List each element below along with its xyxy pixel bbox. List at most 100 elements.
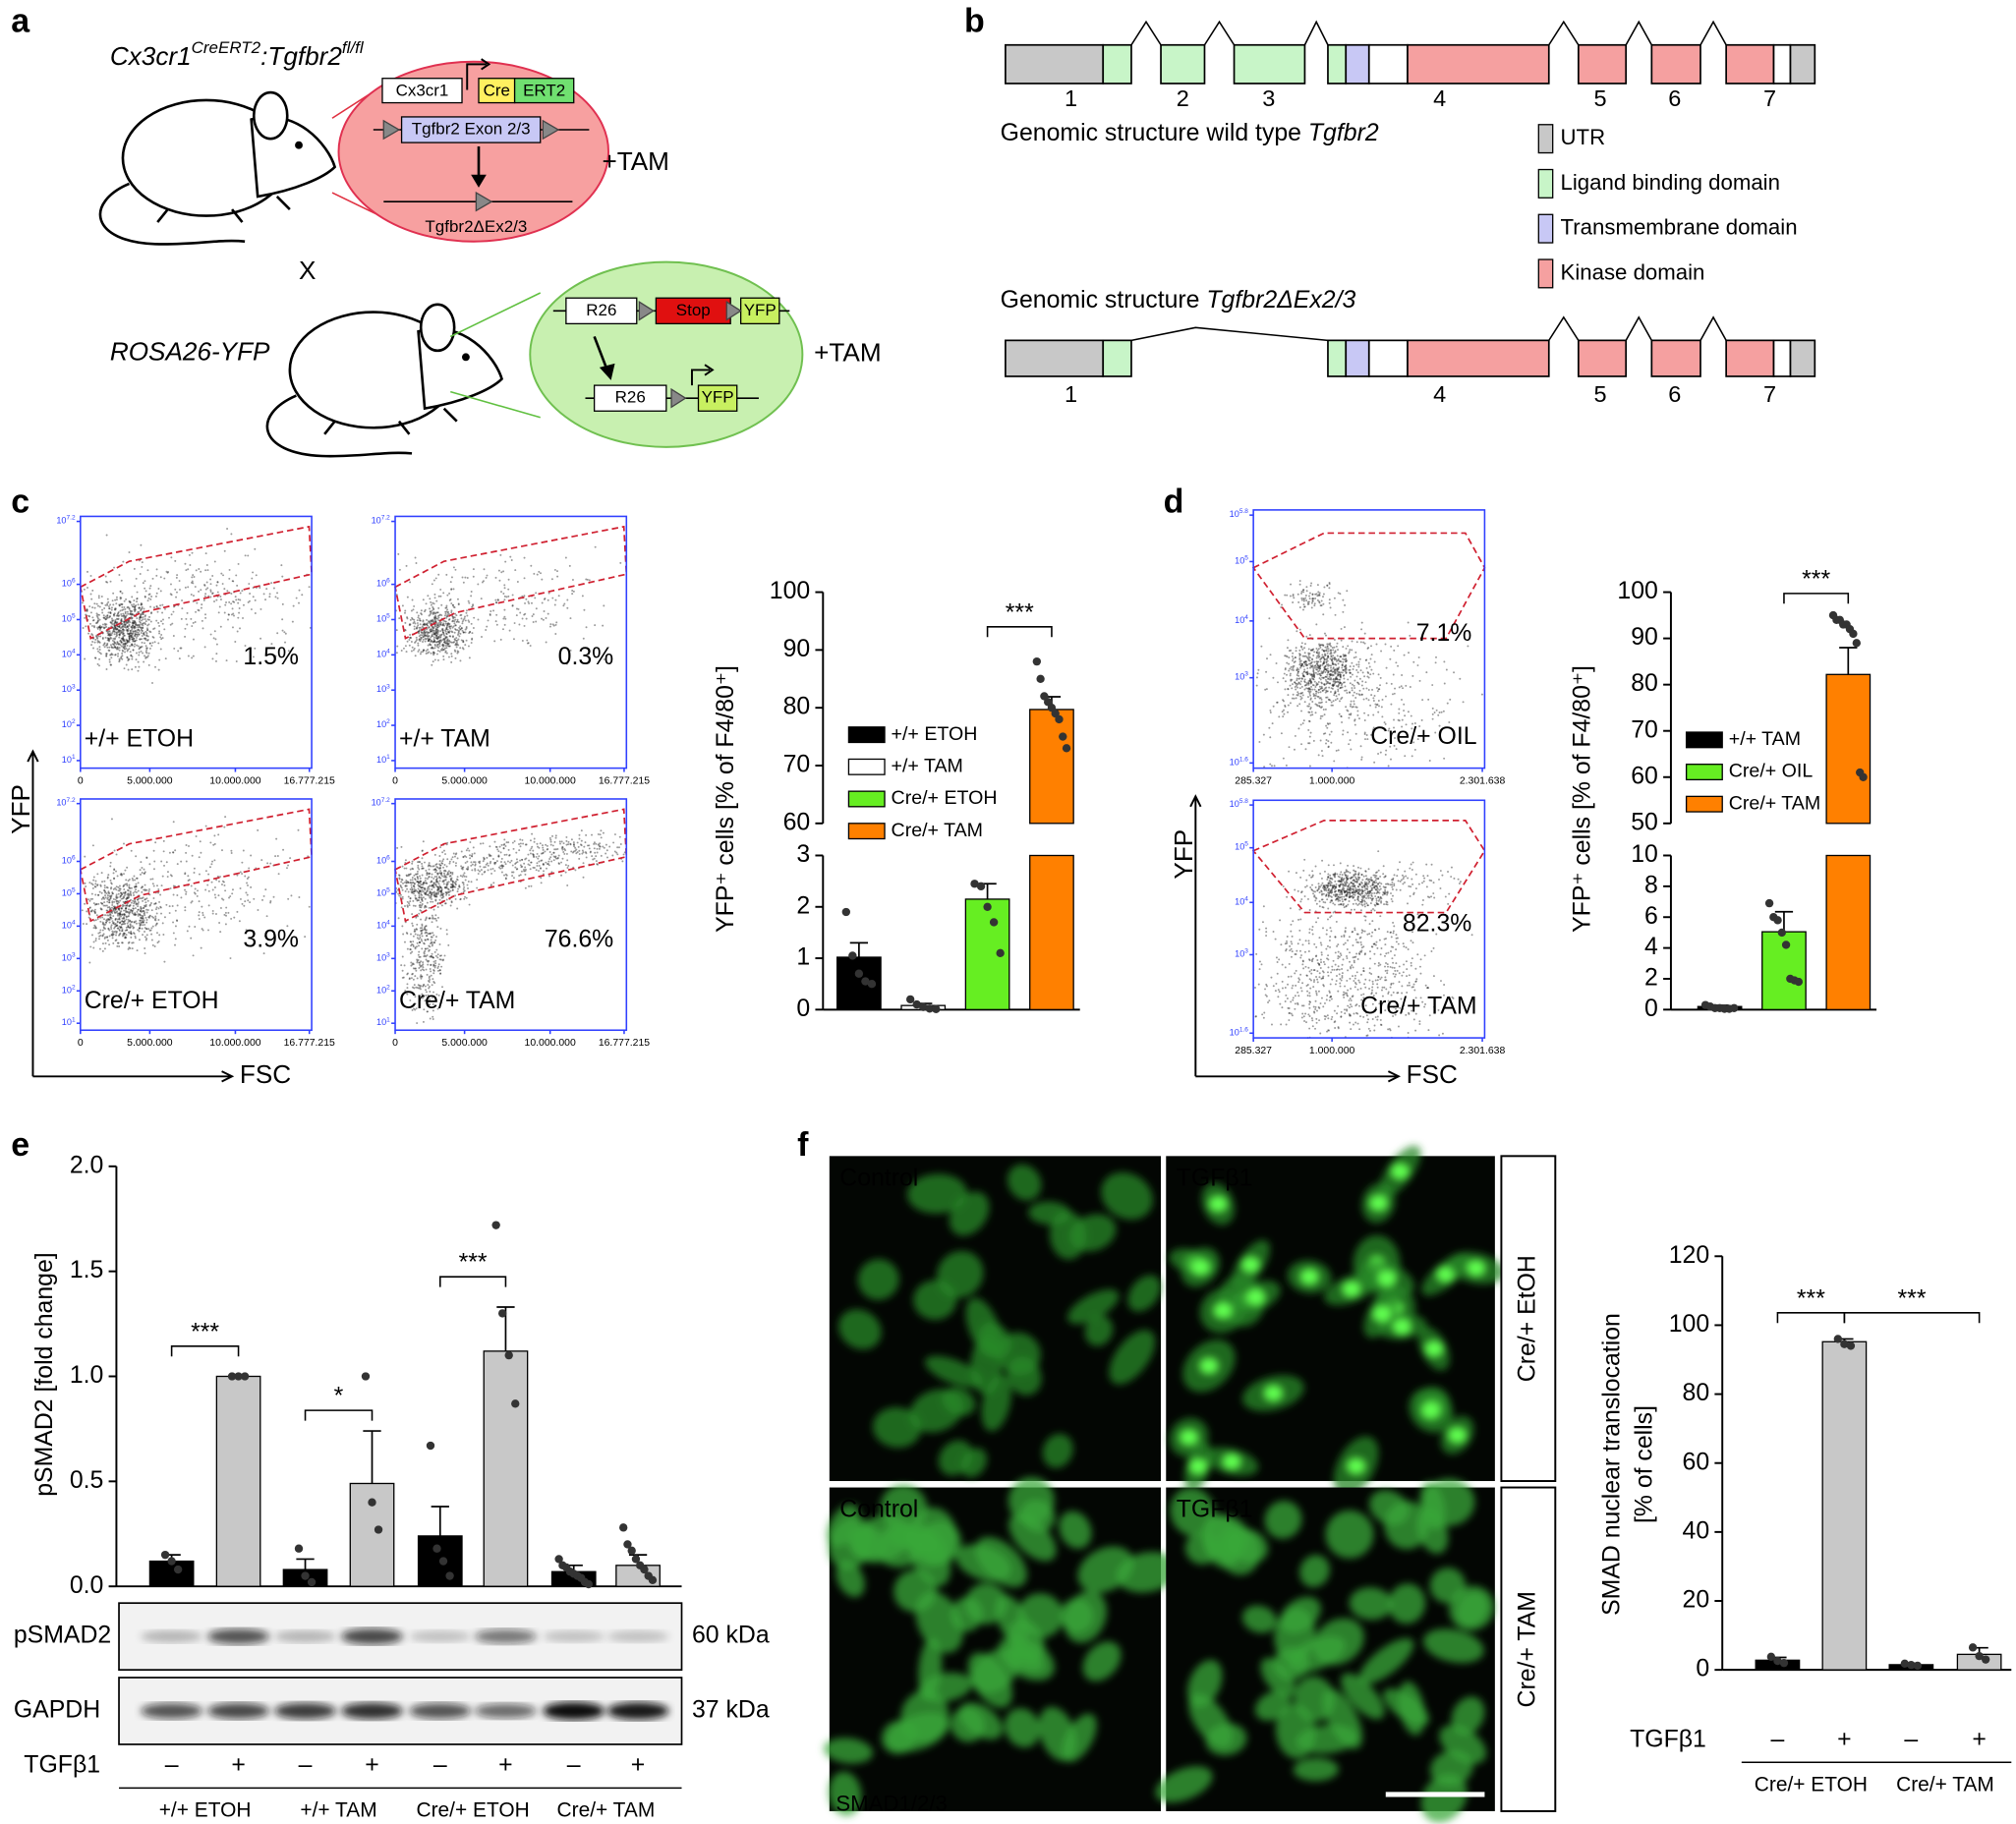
event-dot: [211, 888, 214, 891]
event-dot: [432, 638, 435, 641]
event-dot: [411, 616, 414, 619]
event-dot: [557, 595, 560, 598]
event-dot: [168, 851, 171, 854]
event-dot: [1340, 660, 1343, 663]
event-dot: [429, 644, 432, 647]
event-dot: [404, 621, 407, 624]
event-dot: [120, 656, 123, 659]
event-dot: [1310, 661, 1313, 664]
event-dot: [179, 647, 182, 650]
event-dot: [124, 907, 127, 910]
event-dot: [297, 828, 300, 831]
event-dot: [99, 627, 102, 629]
event-dot: [1343, 681, 1346, 684]
event-dot: [433, 658, 436, 661]
event-dot: [131, 920, 134, 923]
event-dot: [122, 650, 125, 653]
event-dot: [148, 647, 151, 650]
event-dot: [107, 649, 110, 652]
event-dot: [467, 619, 470, 622]
event-dot: [186, 930, 189, 933]
event-dot: [416, 977, 419, 980]
event-dot: [161, 637, 164, 640]
event-dot: [98, 664, 101, 667]
event-dot: [471, 637, 474, 640]
event-dot: [115, 602, 118, 605]
event-dot: [110, 608, 113, 611]
tick-base: 10: [376, 986, 386, 996]
event-dot: [134, 907, 137, 910]
event-dot: [598, 847, 601, 850]
event-dot: [225, 659, 228, 662]
event-dot: [104, 624, 107, 626]
event-dot: [95, 634, 98, 637]
event-dot: [128, 884, 131, 886]
event-dot: [446, 639, 449, 642]
event-dot: [474, 861, 477, 864]
reporter-label: YFP: [702, 388, 734, 407]
event-dot: [464, 619, 467, 622]
event-dot: [1286, 673, 1288, 676]
tick-exponent: 1: [72, 1016, 76, 1023]
event-dot: [125, 918, 128, 921]
event-dot: [151, 943, 154, 946]
event-dot: [115, 598, 118, 601]
event-dot: [578, 853, 581, 856]
event-dot: [130, 626, 133, 629]
event-dot: [455, 862, 457, 865]
event-dot: [465, 868, 468, 871]
event-dot: [410, 609, 413, 612]
event-dot: [109, 621, 112, 624]
event-dot: [457, 602, 460, 605]
event-dot: [461, 881, 464, 884]
event-dot: [435, 875, 438, 878]
event-dot: [450, 900, 453, 903]
event-dot: [233, 600, 236, 603]
event-dot: [406, 596, 409, 598]
event-dot: [502, 570, 505, 573]
event-dot: [121, 625, 124, 628]
event-dot: [407, 882, 410, 884]
event-dot: [140, 861, 143, 864]
event-dot: [136, 910, 139, 913]
event-dot: [582, 862, 585, 865]
event-dot: [109, 663, 112, 666]
event-dot: [92, 946, 95, 949]
event-dot: [1324, 649, 1327, 652]
event-dot: [1303, 680, 1306, 683]
event-dot: [108, 607, 111, 610]
event-dot: [276, 632, 279, 635]
event-dot: [143, 631, 145, 634]
event-dot: [445, 604, 448, 607]
event-dot: [1296, 686, 1299, 689]
event-dot: [1309, 690, 1312, 693]
event-dot: [411, 922, 414, 925]
event-dot: [105, 655, 108, 657]
event-dot: [1300, 662, 1303, 665]
event-dot: [111, 901, 114, 904]
event-dot: [556, 575, 559, 578]
event-dot: [469, 857, 472, 860]
event-dot: [116, 941, 119, 944]
event-dot: [430, 970, 432, 973]
event-dot: [141, 619, 144, 622]
event-dot: [399, 885, 402, 888]
event-dot: [524, 612, 527, 615]
event-dot: [416, 934, 419, 937]
event-dot: [1296, 705, 1299, 708]
event-dot: [104, 894, 107, 897]
event-dot: [96, 627, 99, 630]
event-dot: [119, 644, 122, 647]
event-dot: [480, 598, 483, 600]
event-dot: [551, 834, 554, 837]
event-dot: [1331, 687, 1334, 690]
event-dot: [1324, 665, 1327, 668]
event-dot: [442, 655, 445, 657]
event-dot: [1330, 655, 1333, 657]
event-dot: [441, 629, 444, 632]
tick-exponent: 7.2: [381, 796, 390, 803]
event-dot: [202, 627, 204, 630]
event-dot: [448, 890, 451, 893]
event-dot: [530, 564, 533, 567]
event-dot: [144, 595, 146, 598]
